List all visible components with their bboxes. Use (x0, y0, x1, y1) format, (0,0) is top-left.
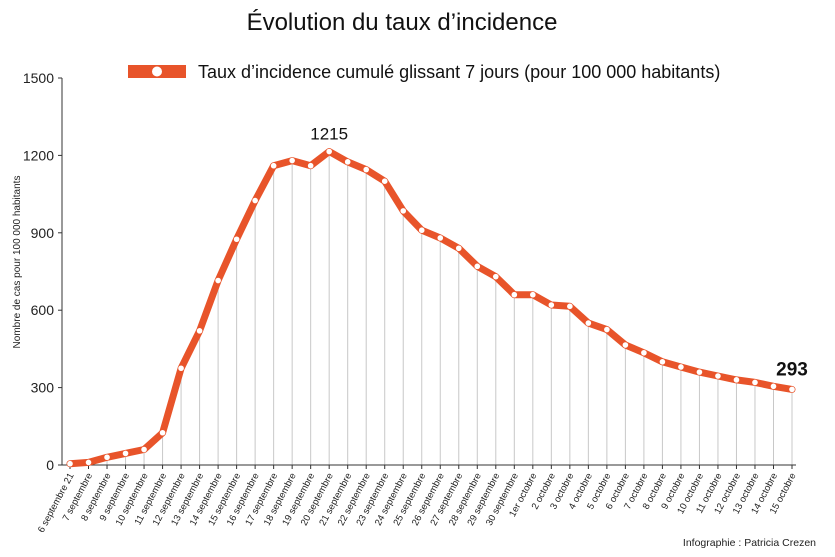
legend-marker (152, 66, 162, 77)
data-point (418, 227, 425, 234)
data-point (104, 454, 110, 461)
y-tick-label: 0 (46, 457, 54, 473)
data-point (326, 148, 332, 155)
data-point (715, 373, 721, 379)
y-tick-label: 900 (31, 225, 55, 241)
data-point (567, 303, 573, 310)
data-point (215, 277, 221, 284)
data-point (437, 235, 444, 241)
data-point (363, 166, 370, 173)
y-tick-label: 300 (31, 380, 55, 396)
data-point (400, 208, 407, 214)
data-point (492, 273, 499, 280)
data-point (196, 328, 203, 334)
data-point (270, 162, 277, 169)
series-line (66, 148, 796, 468)
y-axis: 0 300 600 900 1200 1500 (23, 70, 63, 473)
chart-title: Évolution du taux d’incidence (247, 9, 558, 36)
data-point (474, 263, 481, 270)
credit-text: Infographie : Patricia Crezen (683, 537, 816, 549)
data-point (141, 446, 147, 453)
data-point (289, 157, 295, 164)
data-point (678, 364, 684, 370)
data-point (159, 429, 166, 436)
y-tick-label: 1200 (23, 147, 54, 163)
data-point (585, 320, 592, 326)
data-point (122, 450, 129, 457)
vertical-gridlines (69, 151, 793, 465)
data-label: 1215 (310, 125, 348, 144)
data-point (381, 178, 388, 184)
y-tick-label: 1500 (23, 70, 54, 86)
data-point (659, 359, 666, 365)
data-point (252, 197, 258, 204)
data-label: 293 (776, 359, 808, 380)
data-point (178, 365, 184, 372)
data-point (233, 236, 240, 243)
data-point (511, 291, 518, 298)
data-point (85, 459, 92, 466)
legend: Taux d’incidence cumulé glissant 7 jours… (128, 62, 720, 82)
y-axis-label: Nombre de cas pour 100 000 habitants (12, 176, 23, 349)
data-point (733, 377, 740, 383)
series-incidence (66, 148, 796, 468)
data-point (307, 162, 314, 169)
data-point (604, 326, 610, 333)
legend-label: Taux d’incidence cumulé glissant 7 jours… (198, 62, 720, 82)
data-point (344, 159, 351, 165)
data-point (548, 302, 555, 308)
data-point (752, 379, 758, 386)
data-point (770, 383, 777, 390)
data-point (622, 342, 629, 348)
data-point (530, 291, 536, 298)
data-point (67, 460, 73, 467)
annotations: 1215 293 (310, 125, 808, 381)
y-tick-label: 600 (31, 302, 55, 318)
data-point (455, 245, 462, 252)
data-point (789, 386, 795, 393)
data-point (641, 349, 647, 356)
data-point (696, 369, 703, 375)
